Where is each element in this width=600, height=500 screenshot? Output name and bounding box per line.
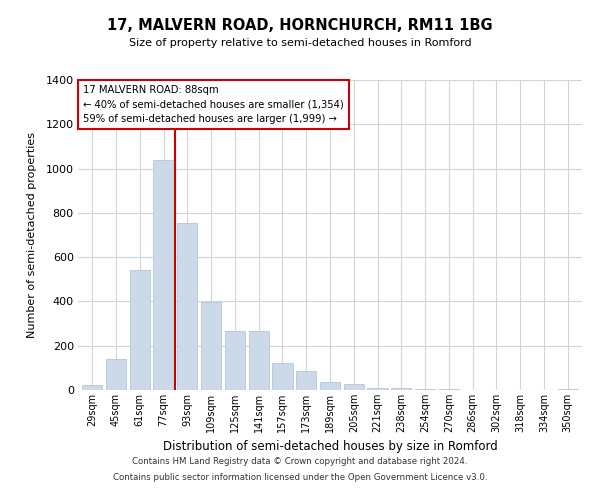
Bar [106,359,126,390]
Bar [201,302,221,390]
Bar [367,388,388,390]
X-axis label: Distribution of semi-detached houses by size in Romford: Distribution of semi-detached houses by … [163,440,497,454]
Bar [272,364,293,390]
Y-axis label: Number of semi-detached properties: Number of semi-detached properties [28,132,37,338]
Text: 17, MALVERN ROAD, HORNCHURCH, RM11 1BG: 17, MALVERN ROAD, HORNCHURCH, RM11 1BG [107,18,493,32]
Bar [391,388,412,390]
Bar [296,371,316,390]
Bar [154,160,173,390]
Text: 17 MALVERN ROAD: 88sqm
← 40% of semi-detached houses are smaller (1,354)
59% of : 17 MALVERN ROAD: 88sqm ← 40% of semi-det… [83,84,344,124]
Bar [320,382,340,390]
Bar [82,385,103,390]
Text: Size of property relative to semi-detached houses in Romford: Size of property relative to semi-detach… [128,38,472,48]
Bar [177,223,197,390]
Bar [344,384,364,390]
Text: Contains public sector information licensed under the Open Government Licence v3: Contains public sector information licen… [113,472,487,482]
Text: Contains HM Land Registry data © Crown copyright and database right 2024.: Contains HM Land Registry data © Crown c… [132,458,468,466]
Bar [415,389,435,390]
Bar [248,332,269,390]
Bar [225,332,245,390]
Bar [130,270,150,390]
Bar [557,389,578,390]
